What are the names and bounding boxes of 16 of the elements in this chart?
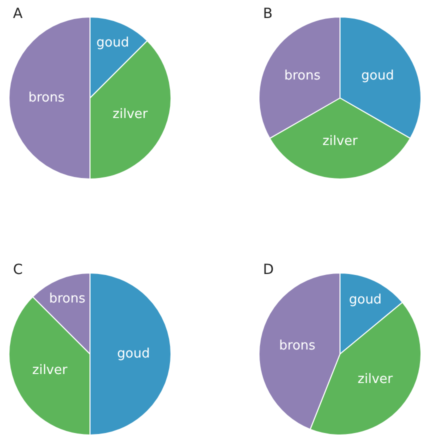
slice-label: brons [49, 292, 86, 307]
slice-label: zilver [32, 363, 68, 378]
chart-title: D [263, 262, 274, 278]
slice-label: brons [284, 68, 321, 84]
chart-title: A [13, 6, 23, 22]
slice-label: zilver [112, 107, 148, 122]
slice-label: goud [96, 36, 130, 51]
chart-title: B [263, 6, 273, 22]
slice-label: zilver [358, 372, 394, 388]
slice-label: goud [117, 346, 150, 362]
slice-label: zilver [322, 134, 358, 149]
slice-label: goud [361, 68, 394, 84]
slice-label: brons [28, 90, 65, 106]
chart-title: C [13, 262, 23, 278]
slice-label: goud [348, 292, 382, 308]
slice-label: brons [279, 338, 316, 354]
